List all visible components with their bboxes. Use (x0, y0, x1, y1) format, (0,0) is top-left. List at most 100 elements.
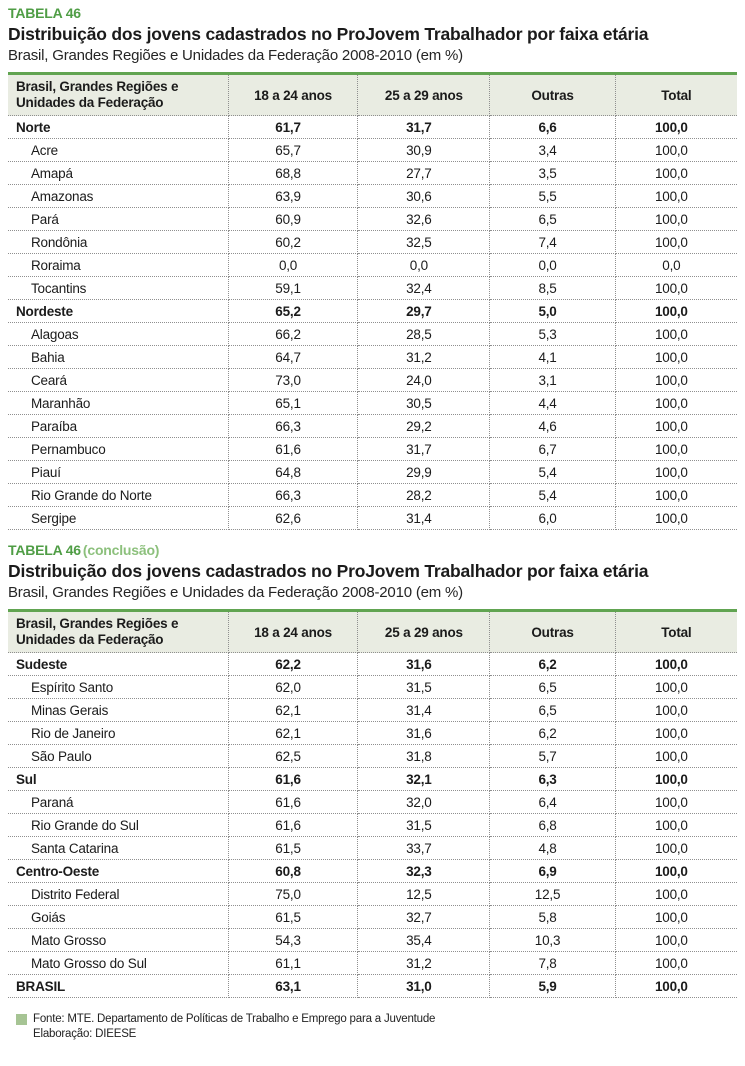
row-label: Pará (8, 207, 229, 231)
cell-value: 5,4 (489, 460, 616, 484)
header-row: Brasil, Grandes Regiões e Unidades da Fe… (8, 610, 737, 653)
table-row: Santa Catarina 61,5 33,7 4,8 100,0 (8, 836, 737, 860)
cell-value: 100,0 (615, 115, 737, 139)
footnote-square-icon (16, 1014, 27, 1025)
row-label: Amapá (8, 161, 229, 185)
cell-value: 100,0 (615, 974, 737, 998)
cell-value: 100,0 (615, 675, 737, 699)
cell-value: 54,3 (228, 928, 359, 952)
elaboration-line: Elaboração: DIEESE (33, 1028, 137, 1040)
data-table: Brasil, Grandes Regiões e Unidades da Fe… (8, 72, 737, 530)
table-row: Alagoas 66,2 28,5 5,3 100,0 (8, 322, 737, 346)
table-row: Rio Grande do Norte 66,3 28,2 5,4 100,0 (8, 483, 737, 507)
cell-value: 31,4 (357, 698, 491, 722)
table-title: Distribuição dos jovens cadastrados no P… (8, 561, 649, 581)
cell-value: 62,6 (228, 506, 359, 530)
table-row: Distrito Federal 75,0 12,5 12,5 100,0 (8, 882, 737, 906)
row-label: Roraima (8, 253, 229, 277)
cell-value: 63,9 (228, 184, 359, 208)
row-label: Nordeste (8, 299, 229, 323)
cell-value: 6,7 (489, 437, 616, 461)
table-header: Brasil, Grandes Regiões e Unidades da Fe… (8, 610, 737, 653)
column-header: 25 a 29 anos (357, 610, 491, 653)
cell-value: 30,9 (357, 138, 491, 162)
cell-value: 24,0 (357, 368, 491, 392)
column-header: Outras (489, 73, 616, 116)
table-row: Paraná 61,6 32,0 6,4 100,0 (8, 790, 737, 814)
cell-value: 3,5 (489, 161, 616, 185)
cell-value: 61,5 (228, 905, 359, 929)
row-label: Sul (8, 767, 229, 791)
column-header: Total (615, 73, 737, 116)
table-row: Goiás 61,5 32,7 5,8 100,0 (8, 905, 737, 929)
cell-value: 100,0 (615, 161, 737, 185)
column-header: 18 a 24 anos (228, 73, 359, 116)
row-label: São Paulo (8, 744, 229, 768)
cell-value: 65,7 (228, 138, 359, 162)
cell-value: 61,5 (228, 836, 359, 860)
cell-value: 33,7 (357, 836, 491, 860)
table-row: Mato Grosso 54,3 35,4 10,3 100,0 (8, 928, 737, 952)
cell-value: 6,2 (489, 652, 616, 676)
table-section-1: TABELA 46 Distribuição dos jovens cadast… (8, 5, 737, 530)
table-row: Paraíba 66,3 29,2 4,6 100,0 (8, 414, 737, 438)
source-footer: Fonte: MTE. Departamento de Políticas de… (8, 1012, 737, 1042)
table-tag-label: TABELA 46 (8, 542, 81, 558)
table-row: Centro-Oeste 60,8 32,3 6,9 100,0 (8, 859, 737, 883)
cell-value: 27,7 (357, 161, 491, 185)
cell-value: 5,4 (489, 483, 616, 507)
cell-value: 100,0 (615, 345, 737, 369)
row-label: Alagoas (8, 322, 229, 346)
table-row: Nordeste 65,2 29,7 5,0 100,0 (8, 299, 737, 323)
cell-value: 31,2 (357, 951, 491, 975)
table-subtitle: Brasil, Grandes Regiões e Unidades da Fe… (8, 584, 463, 601)
cell-value: 29,2 (357, 414, 491, 438)
row-label: Rondônia (8, 230, 229, 254)
cell-value: 31,7 (357, 115, 491, 139)
cell-value: 32,6 (357, 207, 491, 231)
cell-value: 12,5 (357, 882, 491, 906)
cell-value: 5,9 (489, 974, 616, 998)
row-label: Norte (8, 115, 229, 139)
cell-value: 32,3 (357, 859, 491, 883)
table-row: Minas Gerais 62,1 31,4 6,5 100,0 (8, 698, 737, 722)
column-header: 18 a 24 anos (228, 610, 359, 653)
cell-value: 100,0 (615, 951, 737, 975)
table-row: Tocantins 59,1 32,4 8,5 100,0 (8, 276, 737, 300)
cell-value: 100,0 (615, 414, 737, 438)
cell-value: 100,0 (615, 437, 737, 461)
table-row: São Paulo 62,5 31,8 5,7 100,0 (8, 744, 737, 768)
cell-value: 100,0 (615, 322, 737, 346)
cell-value: 66,2 (228, 322, 359, 346)
cell-value: 62,2 (228, 652, 359, 676)
cell-value: 61,6 (228, 790, 359, 814)
row-label: Acre (8, 138, 229, 162)
cell-value: 75,0 (228, 882, 359, 906)
cell-value: 100,0 (615, 767, 737, 791)
column-header: Outras (489, 610, 616, 653)
cell-value: 100,0 (615, 276, 737, 300)
cell-value: 65,2 (228, 299, 359, 323)
row-label: Piauí (8, 460, 229, 484)
table-row: Rio de Janeiro 62,1 31,6 6,2 100,0 (8, 721, 737, 745)
table-tag: TABELA 46 (conclusão) (8, 542, 737, 559)
cell-value: 100,0 (615, 299, 737, 323)
cell-value: 100,0 (615, 928, 737, 952)
table-row: Amapá 68,8 27,7 3,5 100,0 (8, 161, 737, 185)
cell-value: 6,5 (489, 698, 616, 722)
cell-value: 60,9 (228, 207, 359, 231)
table-row: Maranhão 65,1 30,5 4,4 100,0 (8, 391, 737, 415)
cell-value: 100,0 (615, 483, 737, 507)
cell-value: 10,3 (489, 928, 616, 952)
cell-value: 61,6 (228, 437, 359, 461)
cell-value: 29,7 (357, 299, 491, 323)
table-header: Brasil, Grandes Regiões e Unidades da Fe… (8, 73, 737, 116)
cell-value: 100,0 (615, 744, 737, 768)
table-row: Espírito Santo 62,0 31,5 6,5 100,0 (8, 675, 737, 699)
cell-value: 28,5 (357, 322, 491, 346)
cell-value: 100,0 (615, 721, 737, 745)
cell-value: 73,0 (228, 368, 359, 392)
table-row: Bahia 64,7 31,2 4,1 100,0 (8, 345, 737, 369)
cell-value: 100,0 (615, 207, 737, 231)
row-label: Minas Gerais (8, 698, 229, 722)
